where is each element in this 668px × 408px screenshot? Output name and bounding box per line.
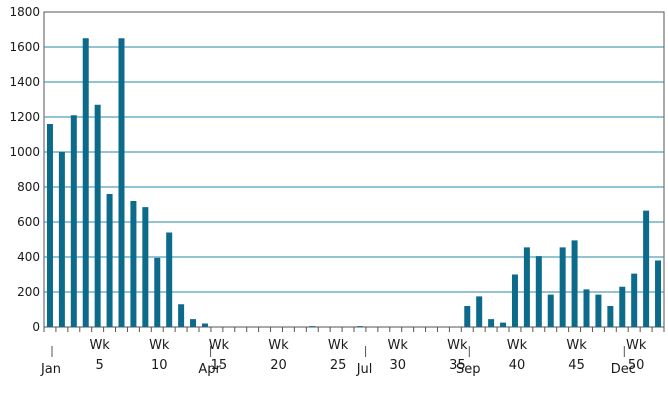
week-tick-number: 35 (449, 358, 466, 373)
week-tick-number: 15 (211, 358, 228, 373)
week-tick-number: 45 (568, 358, 585, 373)
bar (130, 201, 137, 327)
bar (571, 240, 578, 327)
bar (535, 256, 542, 327)
week-tick-label: Wk (328, 338, 349, 353)
week-tick-number: 20 (270, 358, 287, 373)
bar (619, 286, 626, 327)
bar (595, 294, 602, 327)
y-tick-label: 1200 (9, 110, 40, 124)
y-tick-label: 1600 (9, 40, 40, 54)
week-tick-number: 50 (628, 358, 645, 373)
bar (488, 319, 495, 327)
bar (118, 38, 125, 327)
bar (631, 273, 638, 327)
y-tick-label: 600 (17, 215, 40, 229)
week-tick-label: Wk (626, 338, 647, 353)
week-tick-label: Wk (566, 338, 587, 353)
week-tick-label: Wk (209, 338, 230, 353)
week-tick-number: 25 (330, 358, 347, 373)
week-tick-number: 10 (151, 358, 168, 373)
bar (142, 207, 149, 327)
bar (178, 304, 185, 327)
bar (82, 38, 89, 327)
week-tick-label: Wk (388, 338, 409, 353)
week-tick-number: 40 (509, 358, 526, 373)
week-tick-number: 5 (96, 358, 104, 373)
bar (643, 210, 650, 327)
bar (523, 247, 530, 327)
y-tick-label: 1800 (9, 5, 40, 19)
plot-frame (43, 11, 665, 328)
bar (500, 322, 507, 327)
month-label: Jul (356, 362, 373, 377)
bar (106, 194, 113, 327)
y-tick-label: 0 (32, 320, 40, 334)
bar (46, 124, 53, 327)
month-label: Dec (611, 362, 636, 377)
bar (190, 319, 197, 327)
month-label: Apr (198, 362, 221, 377)
week-tick-label: Wk (268, 338, 289, 353)
bar (464, 306, 471, 327)
bar (511, 274, 518, 327)
bar (154, 257, 161, 327)
week-tick-label: Wk (447, 338, 468, 353)
bar (655, 260, 662, 327)
week-tick-label: Wk (507, 338, 528, 353)
bar (166, 232, 173, 327)
bar (201, 323, 208, 327)
bar (70, 115, 77, 327)
bar (309, 326, 316, 327)
bar (58, 152, 65, 327)
bar (607, 306, 614, 327)
week-tick-number: 30 (389, 358, 406, 373)
bar (559, 247, 566, 327)
month-label: Jan (40, 362, 61, 377)
y-tick-label: 400 (17, 250, 40, 264)
y-tick-label: 800 (17, 180, 40, 194)
week-tick-label: Wk (149, 338, 170, 353)
week-tick-label: Wk (89, 338, 110, 353)
bar (94, 104, 101, 327)
bar (547, 294, 554, 327)
bar (356, 326, 363, 327)
month-label: Sep (456, 362, 481, 377)
y-tick-label: 1400 (9, 75, 40, 89)
y-tick-label: 1000 (9, 145, 40, 159)
bar (583, 289, 590, 327)
bar (476, 296, 483, 327)
y-tick-label: 200 (17, 285, 40, 299)
